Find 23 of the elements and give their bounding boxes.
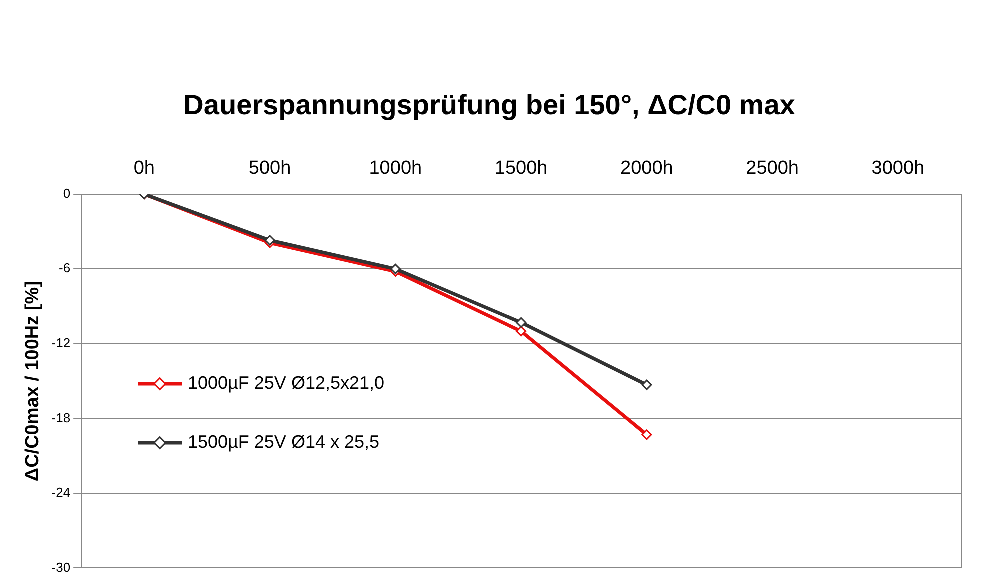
x-tick-label: 1000h <box>369 158 422 180</box>
x-tick-label: 1500h <box>494 158 548 180</box>
point <box>390 264 401 274</box>
y-axis-title: ΔC/C0max / 100Hz [%] <box>22 281 44 482</box>
point <box>642 380 652 390</box>
x-tick-label: 2000h <box>620 158 674 180</box>
point <box>516 317 527 328</box>
chart-title: Dauerspannungsprüfung bei 150°, ΔC/C0 max <box>184 90 796 121</box>
y-tick-label: -12 <box>52 336 71 350</box>
point <box>264 235 276 246</box>
y-tick-label: -18 <box>52 410 71 426</box>
legend-label: 1500µF 25V Ø14 x 25,5 <box>188 432 380 453</box>
x-tick-label: 2500h <box>746 158 799 180</box>
y-tick-label: -24 <box>52 485 71 500</box>
legend-label: 1000µF 25V Ø12,5x21,0 <box>188 373 385 394</box>
x-tick-label: 500h <box>248 158 292 180</box>
y-tick-label: -6 <box>59 260 71 276</box>
y-tick-label: 0 <box>63 186 71 201</box>
x-tick-label: 3000h <box>872 158 925 180</box>
point <box>516 326 527 337</box>
y-tick-label: -30 <box>52 560 71 575</box>
point <box>642 430 652 440</box>
x-tick-label: 0h <box>134 158 155 180</box>
